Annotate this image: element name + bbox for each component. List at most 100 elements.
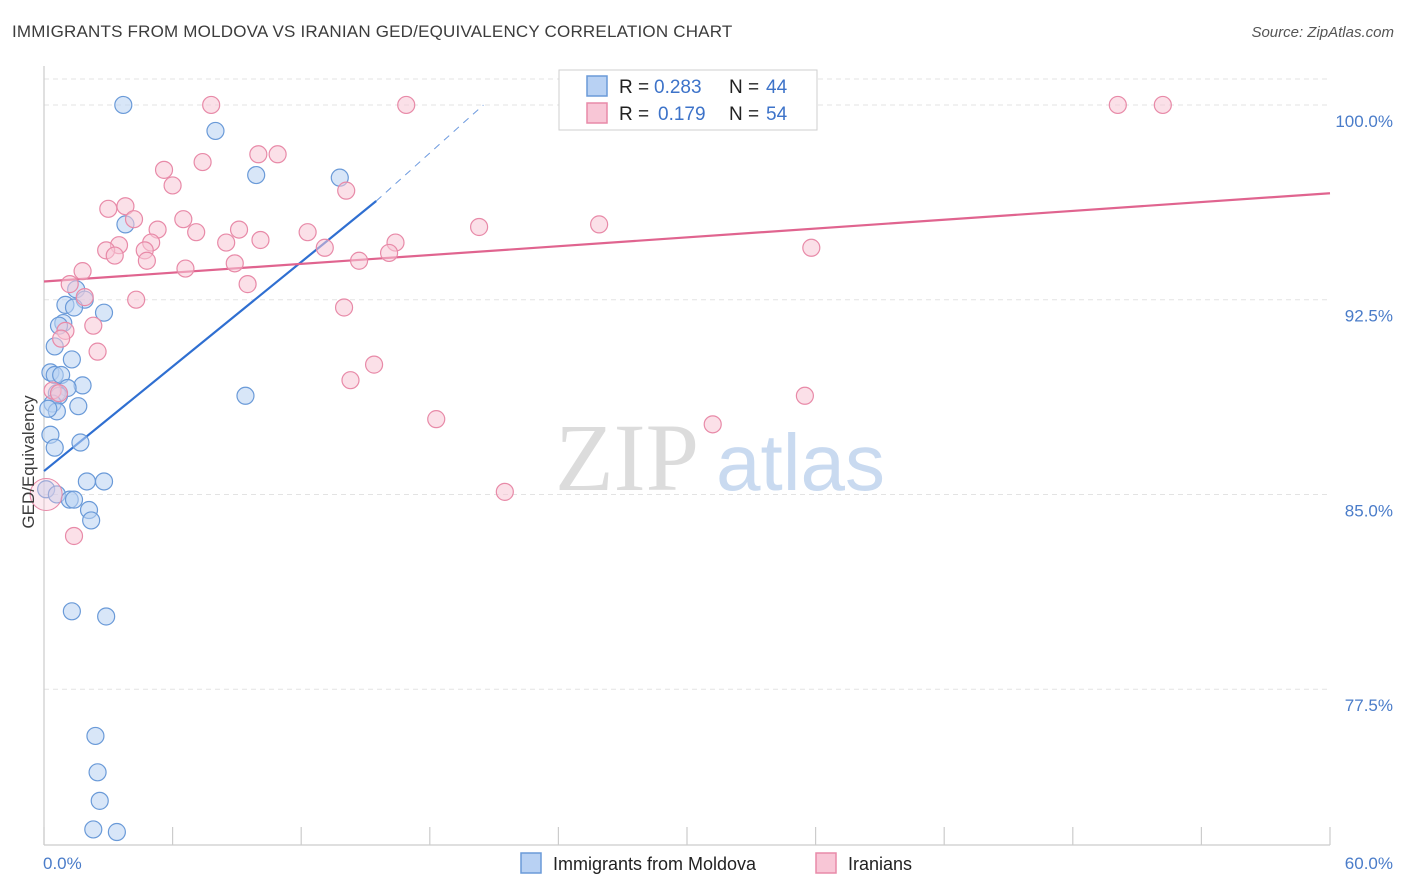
moldova-point <box>90 791 109 810</box>
legend-n-value-2: 54 <box>766 104 788 125</box>
iranians-point <box>364 355 384 374</box>
iranians-point <box>154 160 174 179</box>
y-tick-label: 100.0% <box>1335 112 1393 131</box>
iranians-point <box>1153 95 1172 115</box>
iranians-point-large <box>29 477 63 511</box>
moldova-point <box>62 602 81 621</box>
data-points <box>29 95 1172 842</box>
iranians-point <box>590 215 609 234</box>
moldova-point <box>69 397 88 416</box>
iranians-trend-line <box>43 192 1331 283</box>
iranians-point <box>64 526 84 546</box>
iranians-point <box>268 145 287 164</box>
iranians-point <box>341 371 360 390</box>
watermark-zip: ZIP <box>555 404 699 511</box>
bottom-legend-label-moldova: Immigrants from Moldova <box>553 854 757 874</box>
moldova-point <box>94 472 114 491</box>
legend-swatch-iranians <box>586 102 608 124</box>
y-tick-label: 92.5% <box>1345 307 1393 326</box>
bottom-legend-swatch-moldova <box>520 852 542 874</box>
y-tick-label: 85.0% <box>1345 501 1393 520</box>
moldova-point <box>247 165 266 185</box>
iranians-point <box>105 246 124 265</box>
moldova-point <box>107 822 126 842</box>
source-label: Source: ZipAtlas.com <box>1251 24 1394 41</box>
series-legend: Immigrants from Moldova Iranians <box>520 852 912 874</box>
iranians-point <box>124 210 144 229</box>
x-tick-label-max: 60.0% <box>1345 854 1393 873</box>
iranians-point <box>49 384 69 403</box>
x-tick-label-min: 0.0% <box>43 854 82 873</box>
moldova-point <box>64 490 84 509</box>
iranians-point <box>249 145 268 164</box>
iranians-point <box>137 251 156 270</box>
moldova-point <box>39 399 58 418</box>
grid-lines <box>44 78 1330 690</box>
moldova-point <box>45 438 64 457</box>
iranians-point <box>187 223 206 242</box>
iranians-point <box>127 290 146 309</box>
watermark-atlas: atlas <box>716 418 885 507</box>
moldova-point <box>88 763 107 782</box>
iranians-point <box>703 415 722 434</box>
iranians-point <box>238 275 257 294</box>
iranians-point <box>99 199 118 218</box>
iranians-point <box>298 223 317 242</box>
moldova-point <box>71 433 90 452</box>
moldova-point <box>62 350 81 369</box>
iranians-point <box>427 410 446 429</box>
iranians-point <box>193 152 212 172</box>
moldova-point <box>94 303 114 322</box>
moldova-point <box>82 511 101 530</box>
iranians-point <box>1108 95 1127 115</box>
iranians-point <box>174 210 193 229</box>
legend-n-value-1: 44 <box>766 77 788 98</box>
iranians-point <box>795 386 814 405</box>
iranians-point <box>73 262 92 281</box>
iranians-point <box>217 233 236 252</box>
iranians-point <box>176 259 195 278</box>
iranians-point <box>334 298 354 317</box>
bottom-legend-swatch-iranians <box>815 852 837 874</box>
axes: 77.5% 85.0% 92.5% 100.0% <box>43 66 1393 846</box>
iranians-point <box>163 176 182 195</box>
moldova-point <box>77 472 96 491</box>
chart-title: IMMIGRANTS FROM MOLDOVA VS IRANIAN GED/E… <box>12 22 733 41</box>
iranians-point <box>225 254 244 273</box>
iranians-point <box>802 238 821 257</box>
iranians-point <box>75 288 94 307</box>
moldova-point <box>86 726 105 746</box>
iranians-point <box>84 316 103 335</box>
legend-r-value-1: 0.283 <box>654 77 702 98</box>
correlation-legend: R = 0.283 N = 44 R = 0.179 N = 54 <box>558 69 818 131</box>
iranians-point <box>251 230 270 250</box>
legend-swatch-moldova <box>586 75 608 97</box>
iranians-point <box>397 95 416 115</box>
moldova-point <box>84 820 103 839</box>
y-tick-label: 77.5% <box>1345 696 1393 715</box>
iranians-point <box>52 329 71 348</box>
iranians-point <box>379 243 399 263</box>
legend-n-label-1: N = <box>729 77 759 98</box>
iranians-point <box>315 238 334 257</box>
legend-r-label-1: R = <box>619 77 649 98</box>
iranians-point <box>349 251 369 270</box>
iranians-point <box>202 95 221 115</box>
moldova-point <box>97 607 116 626</box>
moldova-trend-extension <box>375 104 484 202</box>
legend-n-label-2: N = <box>729 104 759 125</box>
y-axis-title: GED/Equivalency <box>19 395 38 529</box>
legend-r-value-2: 0.179 <box>658 104 706 125</box>
iranians-point <box>88 342 107 361</box>
legend-r-label-2: R = <box>619 104 649 125</box>
iranians-point <box>229 220 249 239</box>
iranians-point <box>60 275 79 294</box>
iranians-point <box>337 181 356 200</box>
bottom-legend-label-iranians: Iranians <box>848 854 912 874</box>
moldova-point <box>236 386 255 405</box>
moldova-point <box>206 121 225 141</box>
moldova-point <box>114 95 133 115</box>
moldova-point <box>73 376 92 395</box>
iranians-point <box>495 482 514 501</box>
